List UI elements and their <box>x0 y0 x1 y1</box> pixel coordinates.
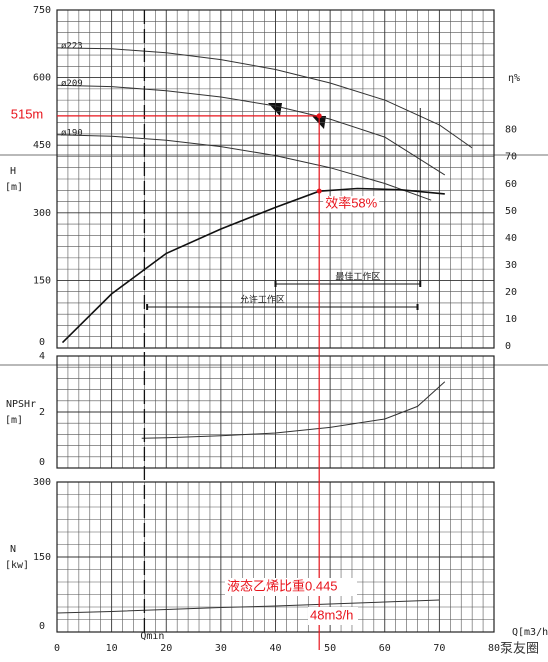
watermark-bg <box>490 636 548 662</box>
x-tick-label: 70 <box>433 643 445 654</box>
y2-tick-label: 30 <box>505 260 517 271</box>
x-tick-label: 0 <box>54 643 60 654</box>
curve <box>56 599 440 614</box>
eff-point <box>316 188 322 194</box>
y-tick-label: 0 <box>39 621 45 632</box>
y-axis-label: NPSHr <box>6 399 36 410</box>
annotation: 液态乙烯比重0.445 <box>227 578 338 593</box>
watermark: 泵友圈 <box>500 641 539 657</box>
x-tick-label: 60 <box>379 643 391 654</box>
curve-label: ø209 <box>61 79 83 89</box>
plot-frame <box>56 9 495 349</box>
y-tick-label: 600 <box>33 73 51 84</box>
y-tick-label: 450 <box>33 140 51 151</box>
plot-frame <box>56 355 495 469</box>
x-axis-label: Q[m3/h] <box>512 627 548 638</box>
y2-tick-label: 40 <box>505 233 517 244</box>
label-bg <box>323 196 380 213</box>
y-tick-label: 150 <box>33 552 51 563</box>
annotation: 48m3/h <box>310 607 353 622</box>
zone-label: 最佳工作区 <box>335 271 380 283</box>
x-tick-label: 30 <box>215 643 227 654</box>
y-axis-unit: [kw] <box>5 560 29 571</box>
y-tick-label: 0 <box>39 457 45 468</box>
curve <box>56 47 473 149</box>
op-point <box>316 113 322 119</box>
plot-frame <box>56 481 495 633</box>
qmin-label: Qmin <box>140 631 164 642</box>
curve <box>141 381 446 439</box>
curve <box>56 134 432 201</box>
y-tick-label: 750 <box>33 5 51 16</box>
y-tick-label: 300 <box>33 208 51 219</box>
y2-tick-label: 70 <box>505 152 517 163</box>
y-tick-label: 300 <box>33 477 51 488</box>
curve-label: ø190 <box>61 128 83 138</box>
curve <box>56 84 446 176</box>
x-tick-label: 80 <box>488 643 500 654</box>
y2-tick-label: 10 <box>505 314 517 325</box>
label-bg <box>225 578 357 596</box>
y-axis-label: N <box>10 544 16 555</box>
y2-tick-label: 60 <box>505 179 517 190</box>
y2-tick-label: 50 <box>505 206 517 217</box>
y-tick-label: 4 <box>39 351 45 362</box>
y-axis-label: H <box>10 166 16 177</box>
x-tick-label: 10 <box>106 643 118 654</box>
x-tick-label: 40 <box>269 643 281 654</box>
y-tick-label: 150 <box>33 275 51 286</box>
y2-tick-label: 80 <box>505 125 517 136</box>
x-tick-label: 20 <box>160 643 172 654</box>
zone-label: 允许工作区 <box>240 294 285 306</box>
op-eff-label: 效率58% <box>325 196 377 211</box>
y-axis-unit: [m] <box>5 415 23 426</box>
x-tick-label: 50 <box>324 643 336 654</box>
y-tick-label: 2 <box>39 407 45 418</box>
label-bg <box>308 607 358 625</box>
curve-label: ø223 <box>61 41 83 51</box>
y-tick-label: 0 <box>39 337 45 348</box>
y2-tick-label: 0 <box>505 341 511 352</box>
y2-tick-label: 20 <box>505 287 517 298</box>
label-bg <box>0 106 54 125</box>
y-axis-unit: [m] <box>5 182 23 193</box>
y2-axis-label: η% <box>508 73 520 84</box>
op-head-label: 515m <box>11 106 44 121</box>
